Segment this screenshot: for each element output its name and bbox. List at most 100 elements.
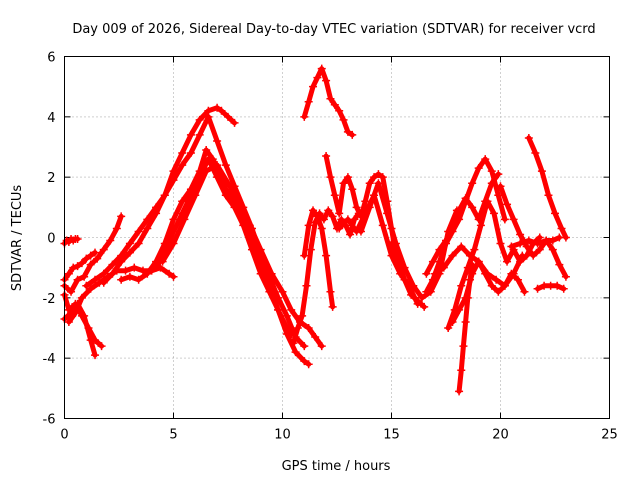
data-point — [378, 173, 387, 182]
data-point — [93, 254, 102, 263]
data-point — [317, 64, 326, 73]
data-point — [507, 269, 516, 278]
data-point — [80, 272, 89, 281]
data-point — [99, 245, 108, 254]
data-point — [112, 224, 121, 233]
data-point — [289, 339, 298, 348]
data-point — [64, 269, 73, 278]
data-point — [121, 266, 130, 275]
data-point — [529, 251, 538, 260]
data-point — [64, 317, 73, 326]
data-point — [383, 209, 392, 218]
data-point — [463, 293, 472, 302]
series-trace-18 — [387, 239, 429, 311]
data-point — [522, 242, 531, 251]
data-point — [474, 164, 483, 173]
data-point — [330, 191, 339, 200]
data-point — [374, 170, 383, 179]
series-line — [290, 207, 362, 346]
series-trace-10 — [152, 155, 296, 339]
data-point — [481, 155, 490, 164]
data-point — [245, 221, 254, 230]
data-point — [278, 287, 287, 296]
data-point — [108, 269, 117, 278]
y-tick-label: 2 — [47, 171, 55, 186]
series-line — [62, 213, 124, 295]
series-trace-8 — [99, 103, 239, 287]
data-point — [524, 133, 533, 142]
data-point — [230, 203, 239, 212]
data-point — [125, 239, 134, 248]
data-point — [465, 275, 474, 284]
data-point — [507, 242, 516, 251]
data-point — [468, 203, 477, 212]
data-point — [160, 191, 169, 200]
data-point — [97, 342, 106, 351]
data-point — [494, 191, 503, 200]
data-point — [317, 342, 326, 351]
data-point — [487, 179, 496, 188]
series-group — [60, 64, 570, 396]
data-point — [343, 173, 352, 182]
data-point — [553, 281, 562, 290]
data-point — [442, 236, 450, 245]
data-point — [180, 215, 189, 224]
data-point — [326, 173, 335, 182]
data-point — [169, 167, 178, 176]
data-point — [73, 262, 82, 271]
data-point — [86, 284, 95, 293]
data-point — [494, 170, 503, 179]
x-tick-label: 20 — [492, 428, 509, 443]
data-point — [282, 311, 291, 320]
data-point — [67, 287, 76, 296]
data-point — [503, 257, 512, 266]
data-point — [134, 227, 143, 236]
data-point — [326, 94, 335, 103]
data-point — [169, 272, 178, 281]
data-point — [224, 179, 232, 188]
data-point — [191, 191, 200, 200]
data-point — [516, 230, 525, 239]
data-point — [274, 305, 283, 314]
data-point — [91, 248, 100, 257]
data-point — [73, 235, 82, 244]
data-point — [356, 227, 365, 236]
series-trace-23 — [448, 257, 529, 326]
plot-frame — [64, 56, 610, 419]
data-point — [306, 245, 315, 254]
data-point — [520, 287, 529, 296]
data-point — [365, 179, 374, 188]
data-point — [496, 239, 505, 248]
data-point — [503, 200, 512, 209]
data-point — [224, 112, 232, 121]
y-tick-label: 4 — [47, 111, 55, 126]
data-point — [158, 257, 167, 266]
data-point — [470, 245, 479, 254]
data-point — [138, 266, 147, 275]
data-point — [213, 103, 222, 112]
data-point — [489, 209, 498, 218]
data-point — [134, 239, 143, 248]
x-tick-label: 15 — [383, 428, 400, 443]
data-point — [428, 257, 437, 266]
data-point — [313, 73, 322, 82]
data-point — [361, 197, 370, 206]
data-point — [492, 275, 501, 284]
series-line — [389, 241, 427, 310]
data-point — [457, 366, 466, 375]
data-point — [444, 324, 453, 332]
data-point — [483, 197, 492, 206]
data-point — [178, 161, 187, 170]
data-point — [533, 284, 542, 293]
data-point — [468, 260, 477, 269]
chart-title: Day 009 of 2026, Sidereal Day-to-day VTE… — [72, 22, 595, 37]
data-point — [324, 206, 333, 215]
data-point — [561, 233, 570, 242]
data-point — [213, 136, 222, 145]
data-point — [178, 149, 187, 158]
data-point — [204, 155, 213, 164]
data-point — [374, 179, 383, 188]
data-point — [71, 308, 80, 317]
data-point — [234, 197, 243, 206]
data-point — [309, 82, 318, 91]
